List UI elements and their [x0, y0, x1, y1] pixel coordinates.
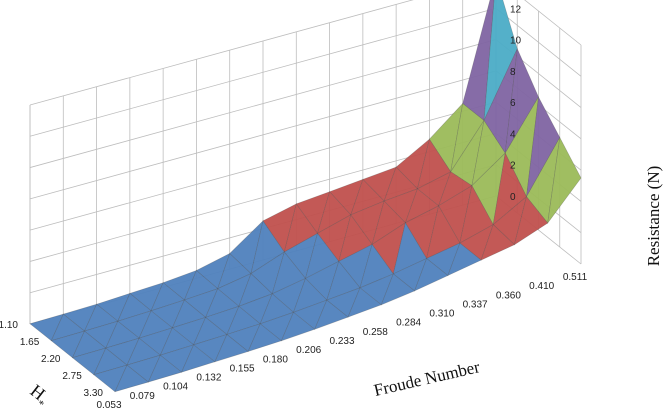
z-axis-title: Resistance (N) — [644, 166, 663, 267]
x-tick-label-0: 0.053 — [96, 400, 121, 411]
surface-facet-0-13-0 — [547, 136, 582, 224]
x-tick-label-6: 0.206 — [296, 345, 321, 356]
surface-facet-2-3-0 — [171, 299, 207, 329]
z-tick-label-1: 2 — [510, 161, 516, 172]
resistance-surface — [29, 0, 582, 393]
surface-facet-3-9-1 — [329, 178, 364, 216]
surface-facet-0-0-0 — [114, 364, 149, 393]
surface-facet-0-3-0 — [214, 334, 249, 363]
x-tick-label-1: 0.079 — [130, 391, 155, 402]
surface-facet-1-9-1 — [371, 222, 406, 275]
z-tick-label-2: 4 — [510, 129, 516, 140]
surface-facet-0-5-0 — [280, 311, 316, 342]
surface-facet-3-12-0 — [450, 102, 485, 172]
surface-facet-0-9-0 — [414, 258, 449, 292]
x-tick-label-9: 0.284 — [396, 318, 421, 329]
z-tick-label-3: 6 — [510, 98, 516, 109]
surface-facet-1-10-1 — [404, 205, 440, 260]
y-axis-title: H * — [27, 380, 50, 411]
z-tick-label-5: 10 — [510, 36, 522, 47]
x-tick-label-14: 0.511 — [563, 272, 588, 283]
surface-facet-2-13-0 — [504, 47, 539, 154]
y-tick-label-1: 2.75 — [62, 371, 82, 382]
y-tick-label-0: 3.30 — [84, 388, 104, 399]
surface-facet-1-12-0 — [492, 152, 527, 226]
surface-facet-2-4-0 — [205, 288, 240, 318]
surface-facet-0-2-0 — [181, 344, 216, 373]
surface-facet-3-11-0 — [416, 138, 452, 190]
surface-facet-0-10-0 — [447, 242, 482, 277]
surface-facet-1-11-0 — [459, 184, 494, 244]
surface-facet-0-7-0 — [347, 287, 382, 318]
surface-facet-0-12-0 — [513, 196, 549, 246]
surface-facet-0-6-0 — [314, 299, 349, 330]
x-tick-label-4: 0.155 — [230, 363, 255, 374]
surface-facet-2-6-0 — [271, 251, 306, 295]
surface-facet-3-4-0 — [183, 270, 219, 301]
x-tick-label-10: 0.310 — [429, 309, 454, 320]
y-axis-title-subscript: * — [34, 398, 46, 411]
z-tick-label-4: 8 — [510, 67, 516, 78]
axis-tick-labels: 0.053 0.079 0.104 0.132 0.155 0.180 0.206 0.233… — [0, 4, 588, 411]
x-tick-label-11: 0.337 — [463, 299, 488, 310]
surface-facet-1-8-1 — [338, 243, 373, 289]
z-tick-label-0: 0 — [510, 192, 516, 203]
x-tick-label-13: 0.410 — [529, 281, 554, 292]
x-tick-label-8: 0.258 — [363, 327, 388, 338]
y-tick-label-2: 2.20 — [41, 354, 61, 365]
surface-facet-1-8-0 — [359, 243, 394, 289]
x-tick-label-2: 0.104 — [163, 382, 188, 393]
surface-facet-0-1-0 — [147, 354, 183, 383]
z-tick-label-6: 12 — [510, 4, 522, 15]
surface-facet-0-11-0 — [480, 224, 515, 261]
x-tick-label-12: 0.360 — [496, 290, 521, 301]
surface-facet-0-4-0 — [247, 323, 283, 352]
x-tick-label-7: 0.233 — [329, 336, 354, 347]
y-tick-label-3: 1.65 — [20, 337, 40, 348]
y-tick-label-4: 1.10 — [0, 320, 18, 331]
x-tick-label-3: 0.132 — [196, 373, 221, 384]
surface-facet-2-12-0 — [471, 119, 506, 187]
x-tick-label-5: 0.180 — [263, 354, 288, 365]
surface-facet-3-6-0 — [250, 220, 285, 275]
surface-facet-0-8-0 — [380, 273, 416, 306]
x-axis-title: Froude Number — [372, 357, 482, 400]
